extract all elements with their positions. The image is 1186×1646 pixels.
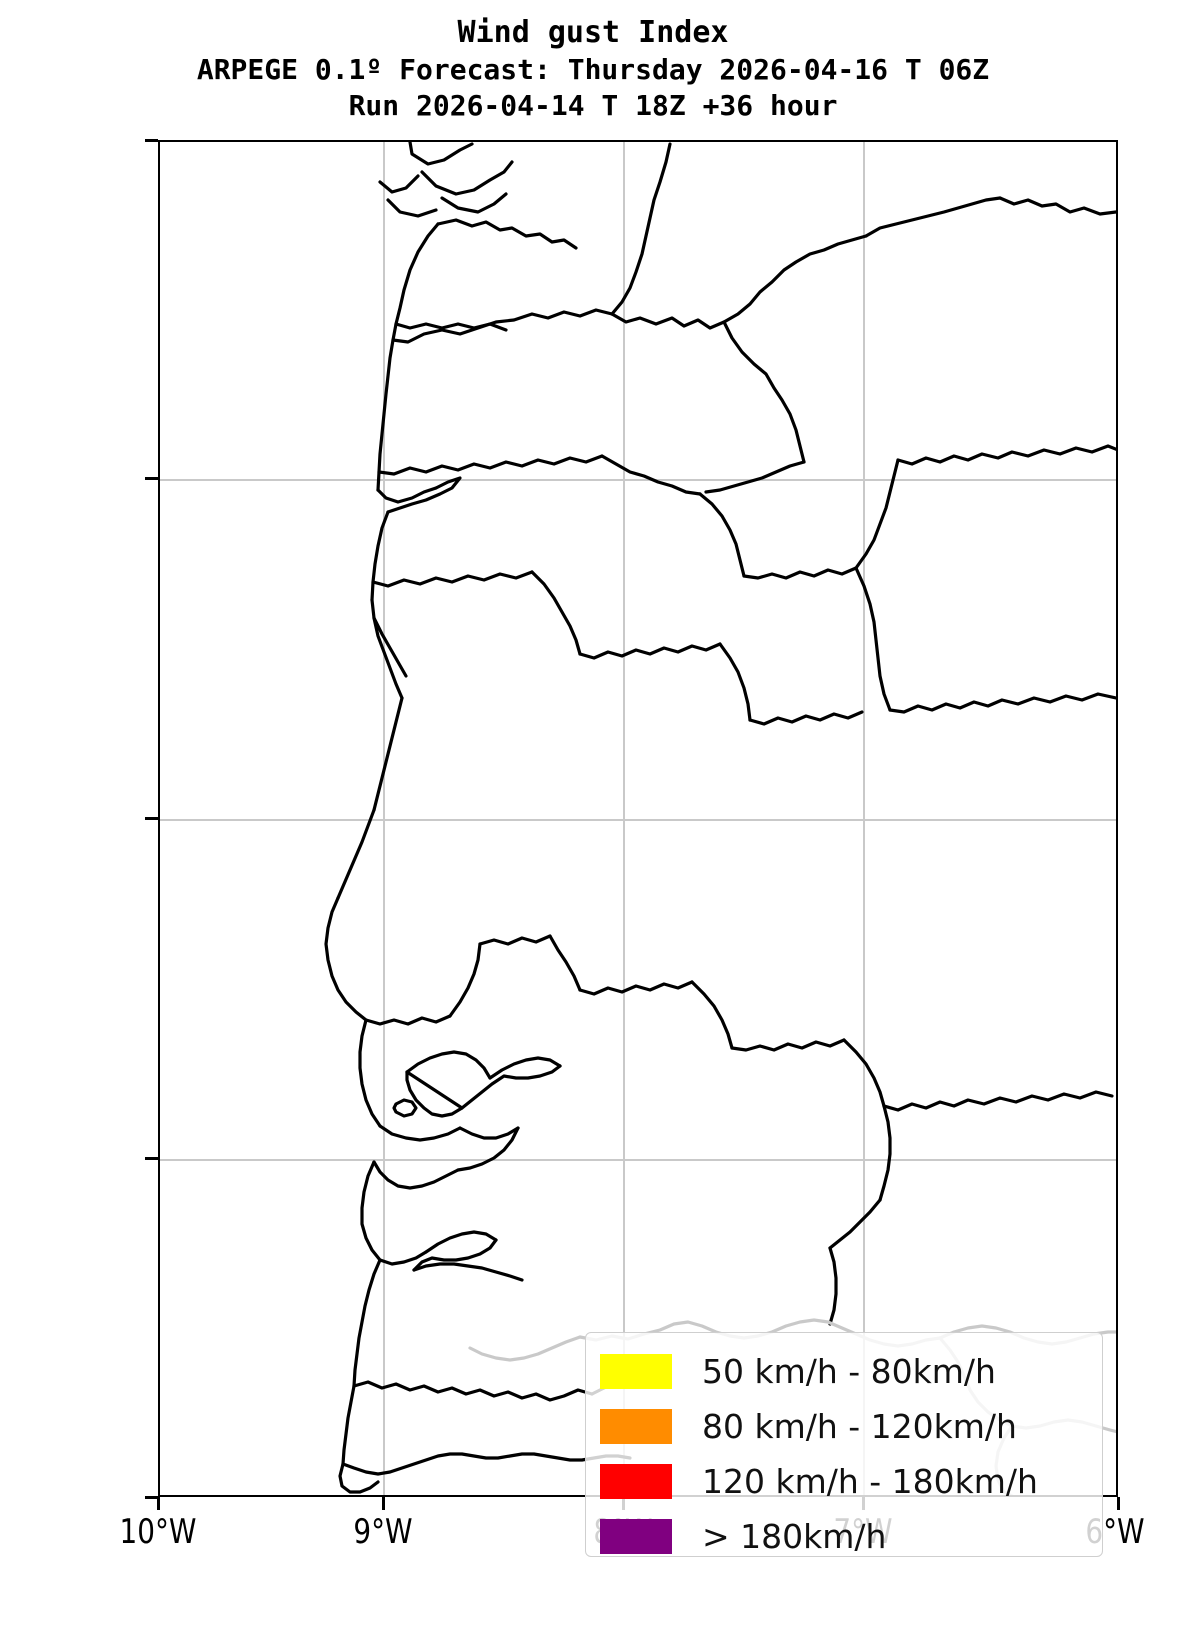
xtick-mark-10w xyxy=(157,1497,160,1510)
ytick-mark-42-5n xyxy=(145,139,158,142)
ytick-mark-38n xyxy=(145,1157,158,1160)
map-boundaries xyxy=(324,142,1116,1495)
legend-swatch-orange xyxy=(600,1408,672,1444)
page-title: Wind gust Index xyxy=(457,15,729,50)
legend: 50 km/h - 80km/h 80 km/h - 120km/h 120 k… xyxy=(585,1332,1103,1557)
ytick-mark-39-5n xyxy=(145,817,158,820)
legend-label-2: 120 km/h - 180km/h xyxy=(702,1461,1038,1501)
legend-label-3: > 180km/h xyxy=(702,1516,887,1556)
legend-swatch-purple xyxy=(600,1518,672,1554)
legend-label-0: 50 km/h - 80km/h xyxy=(702,1351,996,1391)
legend-item-0: 50 km/h - 80km/h xyxy=(600,1347,1102,1395)
gridline-lon-9w xyxy=(383,142,385,1495)
title-block: Wind gust Index ARPEGE 0.1º Forecast: Th… xyxy=(0,0,1186,124)
legend-item-3: > 180km/h xyxy=(600,1512,1102,1560)
legend-item-2: 120 km/h - 180km/h xyxy=(600,1457,1102,1505)
run-subtitle: Run 2026-04-14 T 18Z +36 hour xyxy=(348,89,838,122)
map-canvas xyxy=(160,142,1116,1495)
xtick-mark-6w xyxy=(1117,1497,1120,1510)
gridline-lat-395n xyxy=(160,819,1116,821)
gridline-lon-8w xyxy=(623,142,625,1495)
map-plot-area xyxy=(158,140,1118,1497)
gridline-lat-41n xyxy=(160,479,1116,481)
xtick-label-10w: 10°W xyxy=(119,1512,197,1552)
legend-swatch-red xyxy=(600,1463,672,1499)
legend-item-1: 80 km/h - 120km/h xyxy=(600,1402,1102,1450)
xtick-mark-9w xyxy=(382,1497,385,1510)
ytick-mark-41n xyxy=(145,477,158,480)
xtick-label-9w: 9°W xyxy=(353,1512,413,1552)
gridline-lon-7w xyxy=(863,142,865,1495)
legend-label-1: 80 km/h - 120km/h xyxy=(702,1406,1017,1446)
forecast-subtitle: ARPEGE 0.1º Forecast: Thursday 2026-04-1… xyxy=(196,53,990,86)
ytick-mark-36-5n xyxy=(145,1496,158,1499)
legend-swatch-yellow xyxy=(600,1353,672,1389)
gridline-lat-38n xyxy=(160,1159,1116,1161)
